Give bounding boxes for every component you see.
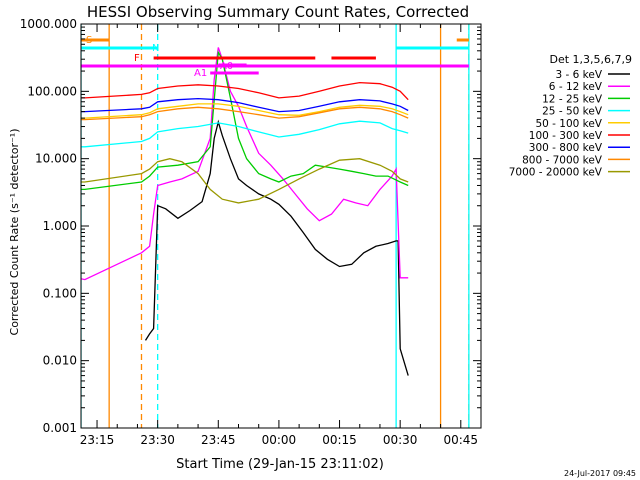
y-tick-label: 10.000: [35, 152, 77, 166]
legend-label: 7000 - 20000 keV: [509, 167, 603, 179]
legend-label: 12 - 25 keV: [542, 93, 603, 105]
x-tick-label: 00:45: [443, 433, 478, 447]
chart-title: HESSI Observing Summary Count Rates, Cor…: [87, 3, 469, 21]
series-line-8: [81, 158, 409, 204]
legend-label: 800 - 7000 keV: [522, 154, 603, 166]
y-axis-label: Corrected Count Rate (s⁻¹ detector⁻¹): [8, 129, 21, 336]
series-line-5: [81, 81, 409, 101]
series-line-4: [81, 103, 409, 119]
y-tick-label: 0.001: [43, 421, 77, 435]
flags-layer: S N F A0 A1: [81, 35, 469, 79]
series-line-0: [144, 119, 409, 376]
x-tick-label: 00:00: [262, 433, 297, 447]
flag-label-n: N: [152, 43, 159, 54]
legend-label: 50 - 100 keV: [535, 118, 602, 130]
legend-title: Det 1,3,5,6,7,9: [549, 53, 632, 66]
x-tick-label: 23:30: [140, 433, 175, 447]
x-tick-label: 23:45: [201, 433, 236, 447]
timestamp: 24-Jul-2017 09:45: [564, 469, 636, 478]
flag-label-s: S: [86, 35, 92, 46]
series-line-6: [81, 97, 409, 113]
flag-label-a1: A1: [194, 68, 207, 79]
x-tick-label: 00:30: [383, 433, 418, 447]
flag-label-a0: A0: [220, 61, 233, 72]
legend-label: 25 - 50 keV: [542, 106, 603, 118]
legend-label: 100 - 300 keV: [529, 130, 603, 142]
series-line-1: [81, 47, 409, 281]
legend-label: 3 - 6 keV: [555, 69, 602, 81]
y-tick-label: 0.010: [43, 354, 77, 368]
y-tick-label: 1000.000: [20, 17, 77, 31]
x-axis-label: Start Time (29-Jan-15 23:11:02): [176, 457, 384, 472]
legend-label: 300 - 800 keV: [529, 142, 603, 154]
series-line-2: [81, 50, 409, 191]
series-layer: [81, 47, 409, 376]
x-tick-label: 00:15: [322, 433, 357, 447]
series-line-7: [81, 106, 409, 121]
flag-label-f: F: [134, 53, 140, 64]
axes-layer: 0.001 0.010 0.100 1.000 10.000 100.000 1000.00…: [20, 17, 482, 447]
legend-label: 6 - 12 keV: [549, 81, 603, 93]
y-tick-label: 0.100: [43, 286, 77, 300]
y-tick-label: 1.000: [43, 219, 77, 233]
y-tick-label: 100.000: [27, 84, 77, 98]
x-tick-label: 23:15: [80, 433, 115, 447]
series-line-3: [81, 120, 409, 148]
